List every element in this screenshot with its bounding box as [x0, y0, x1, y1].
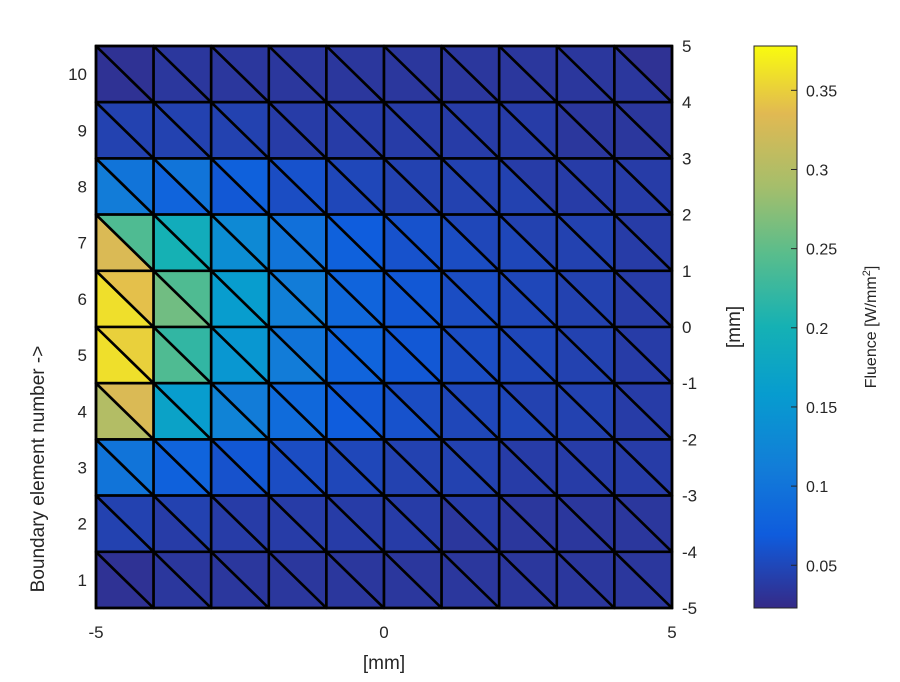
y-right-tick-label: -3: [682, 487, 697, 506]
y-left-tick-label: 2: [78, 515, 87, 534]
x-tick-label: 0: [379, 623, 388, 642]
triangle-mesh: [94, 44, 674, 610]
colorbar-tick-label: 0.2: [806, 321, 828, 338]
y-right-tick-label: -5: [682, 599, 697, 618]
y-left-axis-label: Boundary element number ->: [28, 346, 49, 593]
y-right-tick-label: 3: [682, 149, 691, 168]
colorbar-label: Fluence [W/mm2]: [861, 266, 880, 389]
y-right-tick-label: 2: [682, 206, 691, 225]
y-right-tick-label: 0: [682, 318, 691, 337]
y-right-tick-label: 1: [682, 262, 691, 281]
x-ticks: -5 0 5: [88, 623, 676, 642]
x-tick-label: -5: [88, 623, 103, 642]
y-left-tick-label: 7: [78, 234, 87, 253]
y-left-tick-label: 10: [68, 65, 87, 84]
y-right-tick-label: -4: [682, 543, 697, 562]
x-tick-label: 5: [667, 623, 676, 642]
y-left-tick-label: 8: [78, 178, 87, 197]
colorbar-tick-label: 0.35: [806, 83, 837, 100]
y-right-tick-label: -1: [682, 374, 697, 393]
y-left-tick-label: 3: [78, 459, 87, 478]
colorbar: [753, 45, 798, 609]
y-left-ticks: 1 2 3 4 5 6 7 8 9 10: [68, 65, 87, 590]
y-right-tick-label: -2: [682, 430, 697, 449]
y-right-axis-label: [mm]: [724, 306, 745, 348]
colorbar-tick-label: 0.3: [806, 162, 828, 179]
y-left-tick-label: 9: [78, 121, 87, 140]
y-right-tick-label: 5: [682, 37, 691, 56]
colorbar-ticks: 0.05 0.1 0.15 0.2 0.25 0.3 0.35: [791, 83, 837, 575]
y-right-tick-label: 4: [682, 93, 691, 112]
x-axis-label: [mm]: [363, 653, 405, 674]
colorbar-gradient: [753, 45, 798, 609]
colorbar-tick-label: 0.15: [806, 400, 837, 417]
y-left-tick-label: 5: [78, 346, 87, 365]
y-right-ticks: -5 -4 -3 -2 -1 0 1 2 3 4 5: [666, 37, 697, 618]
y-left-tick-label: 6: [78, 290, 87, 309]
y-left-tick-label: 4: [78, 402, 87, 421]
colorbar-tick-label: 0.25: [806, 242, 837, 259]
colorbar-tick-label: 0.05: [806, 558, 837, 575]
y-left-tick-label: 1: [78, 571, 87, 590]
colorbar-tick-label: 0.1: [806, 479, 828, 496]
